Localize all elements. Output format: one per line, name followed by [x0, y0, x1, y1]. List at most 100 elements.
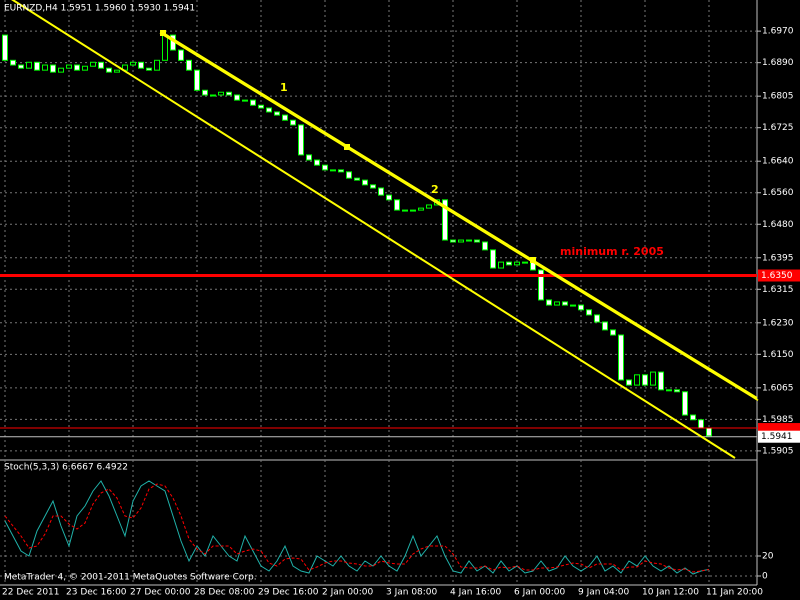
candle-body	[250, 99, 256, 106]
x-tick-label: 9 Jan 04:00	[578, 588, 630, 598]
bid-tag-label: 1.5941	[761, 432, 793, 442]
y-tick-label: 1.6890	[762, 58, 794, 68]
candle-body	[418, 207, 424, 211]
candle-body	[106, 67, 112, 73]
candle-body	[482, 241, 488, 251]
candle-body	[74, 64, 80, 71]
channel-lower	[11, 0, 736, 459]
candle-body	[34, 61, 40, 71]
bid-tag	[758, 430, 800, 443]
candle-body	[274, 111, 280, 116]
chart-title: EURNZD,H4 1.5951 1.5960 1.5930 1.5941	[4, 4, 195, 14]
channel	[11, 0, 759, 459]
candle-body	[306, 154, 312, 161]
y-tick-label: 1.6150	[762, 350, 794, 360]
y-tick-label: 1.6480	[762, 220, 794, 230]
channel-upper	[162, 32, 758, 399]
y-tick-label: 1.6640	[762, 157, 794, 167]
y-tick-label: 1.6970	[762, 27, 794, 37]
candle-body	[506, 261, 512, 266]
candle-body	[154, 59, 160, 71]
candle-body	[466, 239, 472, 242]
candle-body	[2, 34, 8, 61]
candle-body	[234, 94, 240, 101]
candle-body	[490, 249, 496, 269]
x-tick-label: 10 Jan 12:00	[642, 588, 699, 598]
level-tag	[758, 269, 800, 282]
candle-body	[10, 59, 16, 66]
candle-body	[666, 389, 672, 392]
footer: MetaTrader 4, © 2001-2011 MetaQuotes Sof…	[4, 573, 257, 583]
candle-body	[618, 334, 624, 381]
candle-body	[378, 187, 384, 196]
candle-body	[658, 371, 664, 391]
candle-body	[698, 419, 704, 429]
y-tick-label: 20	[762, 552, 774, 562]
candle-body	[26, 61, 32, 69]
candle-body	[202, 89, 208, 96]
candle-body	[586, 309, 592, 316]
x-tick-label: 6 Jan 00:00	[514, 588, 566, 598]
candle-body	[386, 194, 392, 201]
candle-body	[554, 301, 560, 306]
candle-body	[690, 414, 696, 421]
x-tick-label: 27 Dec 00:00	[130, 588, 191, 598]
candle-body	[146, 67, 152, 71]
y-tick-label: 1.6315	[762, 285, 794, 295]
channel-point	[344, 144, 350, 150]
x-tick-label: 4 Jan 16:00	[450, 588, 502, 598]
indicator-title: Stoch(5,3,3) 6.6667 6.4922	[4, 463, 128, 473]
candle-body	[210, 94, 216, 97]
candle-body	[594, 314, 600, 323]
candle-body	[162, 34, 168, 61]
candle-body	[194, 69, 200, 91]
candle-body	[562, 301, 568, 306]
channel-point	[160, 30, 166, 36]
candle-body	[186, 59, 192, 71]
candle-body	[314, 159, 320, 166]
candle-body	[178, 49, 184, 61]
x-tick-label: 29 Dec 16:00	[258, 588, 319, 598]
x-tick-label: 11 Jan 20:00	[706, 588, 763, 598]
y-tick-label: 0	[762, 572, 768, 582]
candle-body	[290, 119, 296, 126]
x-tick-label: 3 Jan 08:00	[386, 588, 438, 598]
candle-body	[674, 389, 680, 393]
candle-body	[570, 304, 576, 307]
level-note: minimum r. 2005	[560, 245, 664, 258]
candle-body	[514, 261, 520, 266]
x-tick-label: 23 Dec 16:00	[66, 588, 127, 598]
candle-body	[370, 184, 376, 189]
candle-body	[18, 64, 24, 69]
candle-body	[90, 61, 96, 67]
x-tick-label: 2 Jan 00:00	[322, 588, 374, 598]
candle-body	[458, 239, 464, 243]
candle-body	[322, 164, 328, 171]
candle-body	[242, 99, 248, 102]
candle-body	[42, 64, 48, 71]
candle-body	[642, 374, 648, 386]
level-tag-label: 1.6350	[761, 271, 793, 281]
candle-body	[338, 169, 344, 173]
candle-body	[402, 209, 408, 212]
candle-body	[474, 239, 480, 243]
stoch-signal-line	[4, 483, 710, 573]
candle-body	[682, 391, 688, 416]
candle-body	[706, 427, 712, 437]
channel-point	[530, 257, 536, 263]
candle-body	[58, 67, 64, 73]
candle-body	[138, 61, 144, 69]
candle-body	[226, 91, 232, 96]
y-tick-label: 1.6065	[762, 383, 794, 393]
candle-body	[410, 209, 416, 212]
x-tick-label: 28 Dec 08:00	[194, 588, 255, 598]
candle-body	[538, 269, 544, 301]
wave-label: 2	[431, 183, 439, 196]
marks: 1.6350 1.5941	[0, 34, 800, 575]
candle-body	[258, 104, 264, 109]
candle-body	[650, 371, 656, 386]
y-tick-label: 1.5905	[762, 446, 794, 456]
